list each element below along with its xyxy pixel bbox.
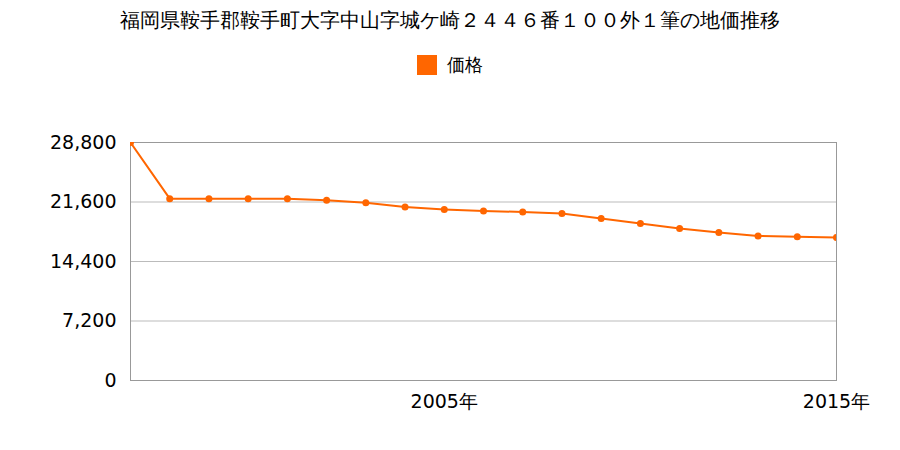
html-text:福岡県鞍手郡鞍手町大字中山字城ケ崎２４４６番１００外１筆の地: 福岡県鞍手郡鞍手町大字中山字城ケ崎２４４６番１００外１筆の地価推移 bbox=[120, 8, 780, 32]
svg-text:2005年: 2005年 bbox=[411, 390, 478, 412]
svg-text:7,200: 7,200 bbox=[62, 309, 116, 331]
svg-text:21,600: 21,600 bbox=[50, 190, 116, 212]
svg-text:2015年: 2015年 bbox=[803, 390, 870, 412]
html-text:価格: 価格 bbox=[447, 54, 483, 75]
svg-text:14,400: 14,400 bbox=[50, 250, 116, 272]
svg-text:0: 0 bbox=[104, 369, 116, 391]
svg-text:28,800: 28,800 bbox=[50, 131, 116, 153]
